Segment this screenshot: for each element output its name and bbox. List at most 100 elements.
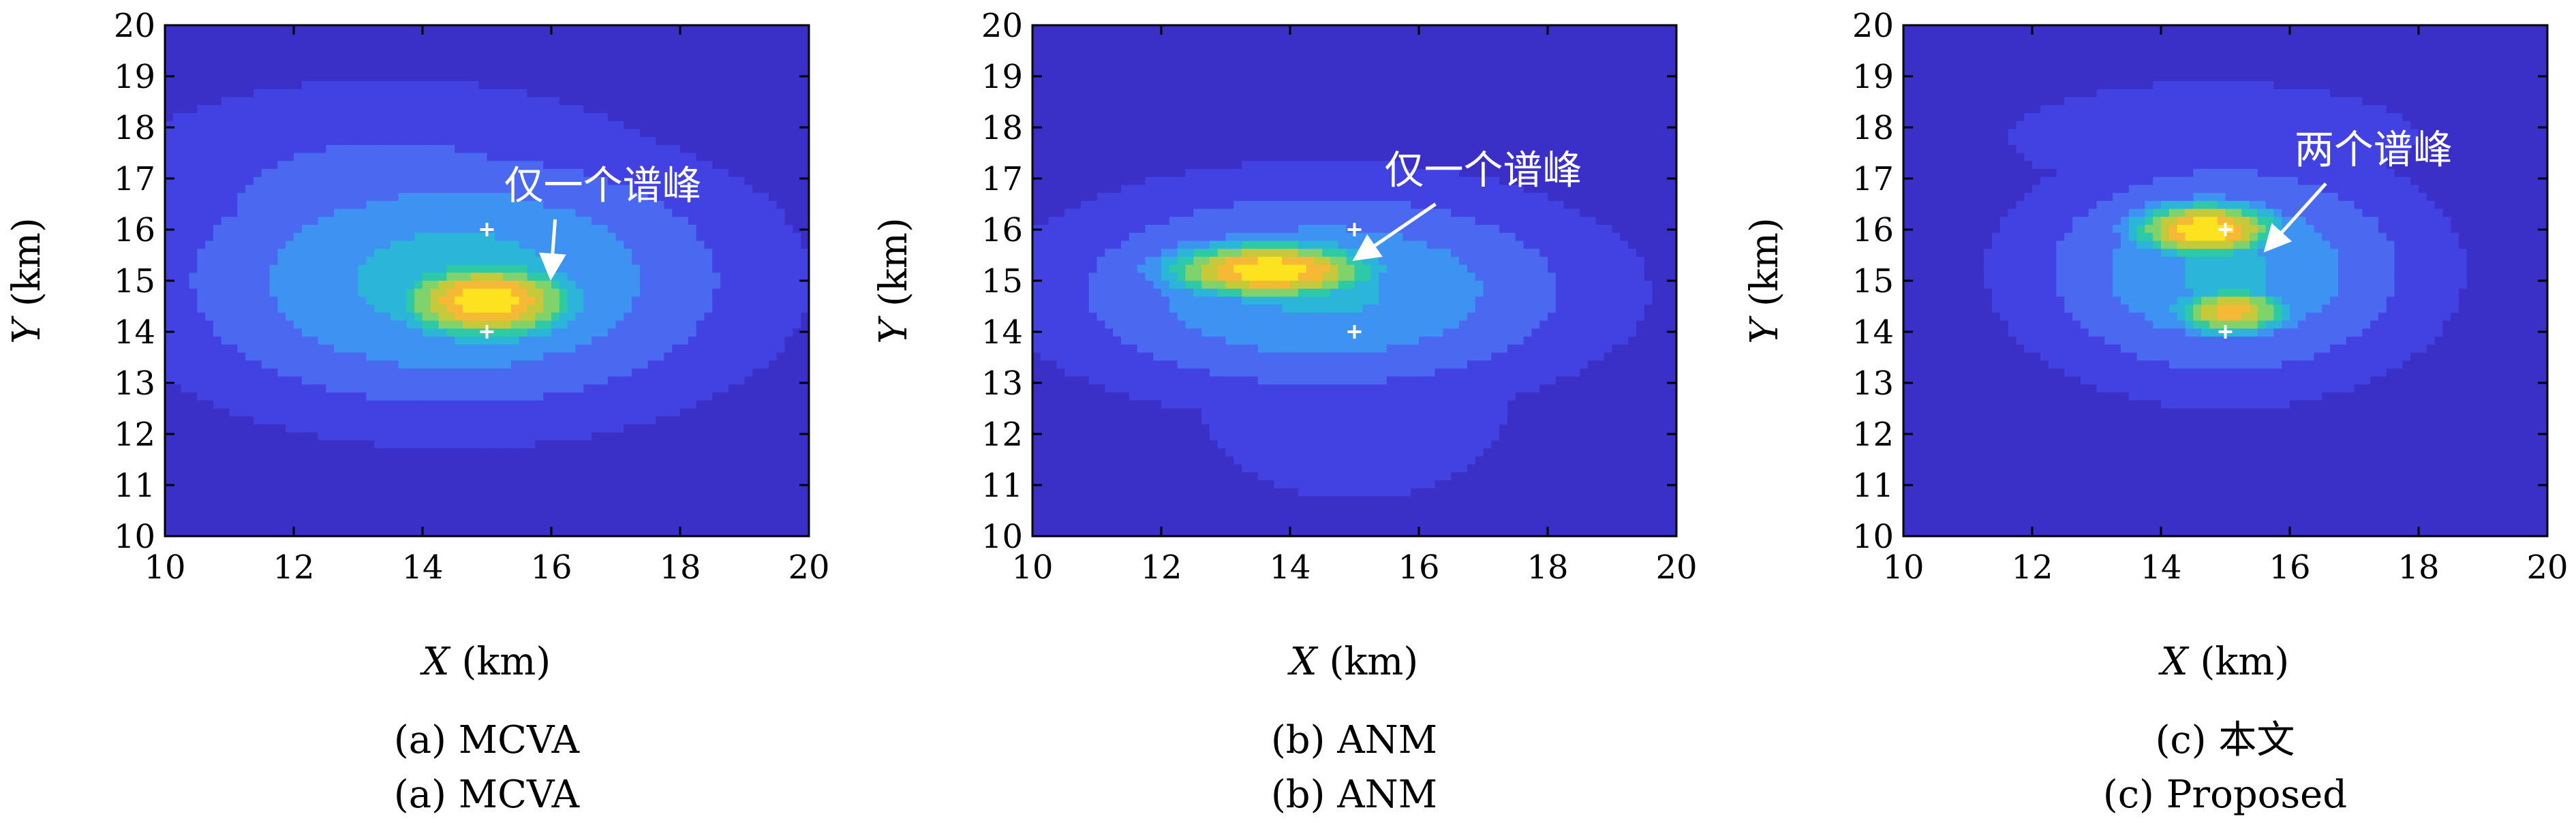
heatmap-cell — [744, 73, 753, 82]
heatmap-cell — [704, 360, 713, 369]
heatmap-cell — [197, 153, 206, 161]
heatmap-cell — [350, 97, 359, 106]
heatmap-cell — [470, 25, 480, 34]
heatmap-cell — [624, 464, 632, 473]
heatmap-cell — [430, 288, 440, 298]
heatmap-cell — [245, 464, 254, 473]
heatmap-cell — [592, 217, 600, 226]
heatmap-cell — [761, 496, 769, 505]
heatmap-cell — [390, 464, 399, 473]
heatmap-cell — [519, 352, 528, 361]
heatmap-cell — [430, 33, 440, 42]
heatmap-cell — [414, 440, 423, 449]
heatmap-cell — [470, 480, 480, 489]
heatmap-cell — [575, 344, 584, 354]
heatmap-cell — [503, 424, 512, 433]
heatmap-cell — [503, 296, 512, 305]
heatmap-cell — [632, 424, 641, 433]
heatmap-cell — [519, 161, 528, 170]
heatmap-cell — [229, 137, 238, 146]
heatmap-cell — [559, 97, 568, 106]
heatmap-cell — [423, 193, 431, 202]
heatmap-cell — [672, 224, 681, 234]
heatmap-cell — [455, 440, 463, 449]
heatmap-cell — [438, 200, 448, 210]
heatmap-cell — [487, 400, 495, 409]
heatmap-cell — [672, 273, 681, 281]
heatmap-cell — [446, 344, 455, 354]
heatmap-cell — [607, 296, 617, 305]
heatmap-cell — [455, 328, 463, 337]
heatmap-cell — [189, 208, 198, 217]
heatmap-cell — [535, 153, 544, 161]
heatmap-cell — [776, 408, 786, 417]
heatmap-cell — [495, 105, 504, 114]
heatmap-cell — [470, 512, 480, 521]
heatmap-cell — [398, 89, 407, 98]
heatmap-cell — [350, 200, 359, 210]
heatmap-cell — [261, 504, 271, 513]
heatmap-cell — [309, 488, 319, 497]
heatmap-cell — [784, 185, 793, 193]
heatmap-cell — [398, 368, 407, 377]
heatmap-cell — [704, 464, 713, 473]
heatmap-cell — [784, 424, 793, 433]
heatmap-cell — [559, 440, 568, 449]
heatmap-cell — [527, 504, 536, 513]
heatmap-cell — [358, 73, 367, 82]
heatmap-cell — [390, 33, 399, 42]
heatmap-cell — [688, 41, 697, 50]
heatmap-cell — [503, 161, 512, 170]
heatmap-cell — [463, 137, 472, 146]
heatmap-cell — [455, 288, 463, 298]
heatmap-cell — [366, 112, 375, 122]
heatmap-cell — [639, 456, 649, 465]
heatmap-cell — [205, 328, 214, 337]
heatmap-cell — [213, 520, 222, 529]
heatmap-cell — [688, 392, 697, 401]
heatmap-cell — [632, 296, 641, 305]
heatmap-cell — [213, 256, 222, 266]
heatmap-cell — [543, 464, 552, 473]
heatmap-cell — [495, 57, 504, 66]
heatmap-cell — [382, 232, 391, 242]
heatmap-cell — [197, 168, 206, 178]
heatmap-cell — [438, 121, 448, 129]
heatmap-cell — [592, 344, 600, 354]
heatmap-cell — [752, 153, 761, 161]
heatmap-cell — [503, 488, 512, 497]
heatmap-cell — [463, 65, 472, 74]
heatmap-cell — [510, 464, 520, 473]
heatmap-cell — [245, 168, 254, 178]
heatmap-cell — [398, 168, 407, 178]
heatmap-cell — [334, 249, 343, 258]
heatmap-cell — [294, 57, 303, 66]
heatmap-cell — [189, 33, 198, 42]
heatmap-cell — [463, 217, 472, 226]
heatmap-cell — [784, 384, 793, 393]
heatmap-cell — [768, 400, 778, 409]
heatmap-cell — [455, 25, 463, 34]
heatmap-cell — [221, 504, 230, 513]
heatmap-cell — [229, 480, 238, 489]
heatmap-cell — [423, 89, 431, 98]
heatmap-cell — [390, 121, 399, 129]
heatmap-cell — [784, 33, 793, 42]
heatmap-cell — [390, 89, 399, 98]
heatmap-cell — [221, 273, 230, 281]
heatmap-cell — [318, 112, 326, 122]
heatmap-cell — [575, 312, 584, 322]
heatmap-cell — [253, 448, 262, 457]
heatmap-cell — [632, 504, 641, 513]
heatmap-cell — [374, 112, 383, 122]
heatmap-cell — [172, 296, 182, 305]
heatmap-cell — [237, 200, 246, 210]
heatmap-cell — [398, 65, 407, 74]
heatmap-cell — [761, 185, 769, 193]
heatmap-cell — [615, 273, 624, 281]
heatmap-cell — [527, 472, 536, 481]
heatmap-cell — [237, 224, 246, 234]
heatmap-cell — [286, 432, 294, 441]
heatmap-cell — [784, 57, 793, 66]
heatmap-cell — [253, 281, 262, 290]
